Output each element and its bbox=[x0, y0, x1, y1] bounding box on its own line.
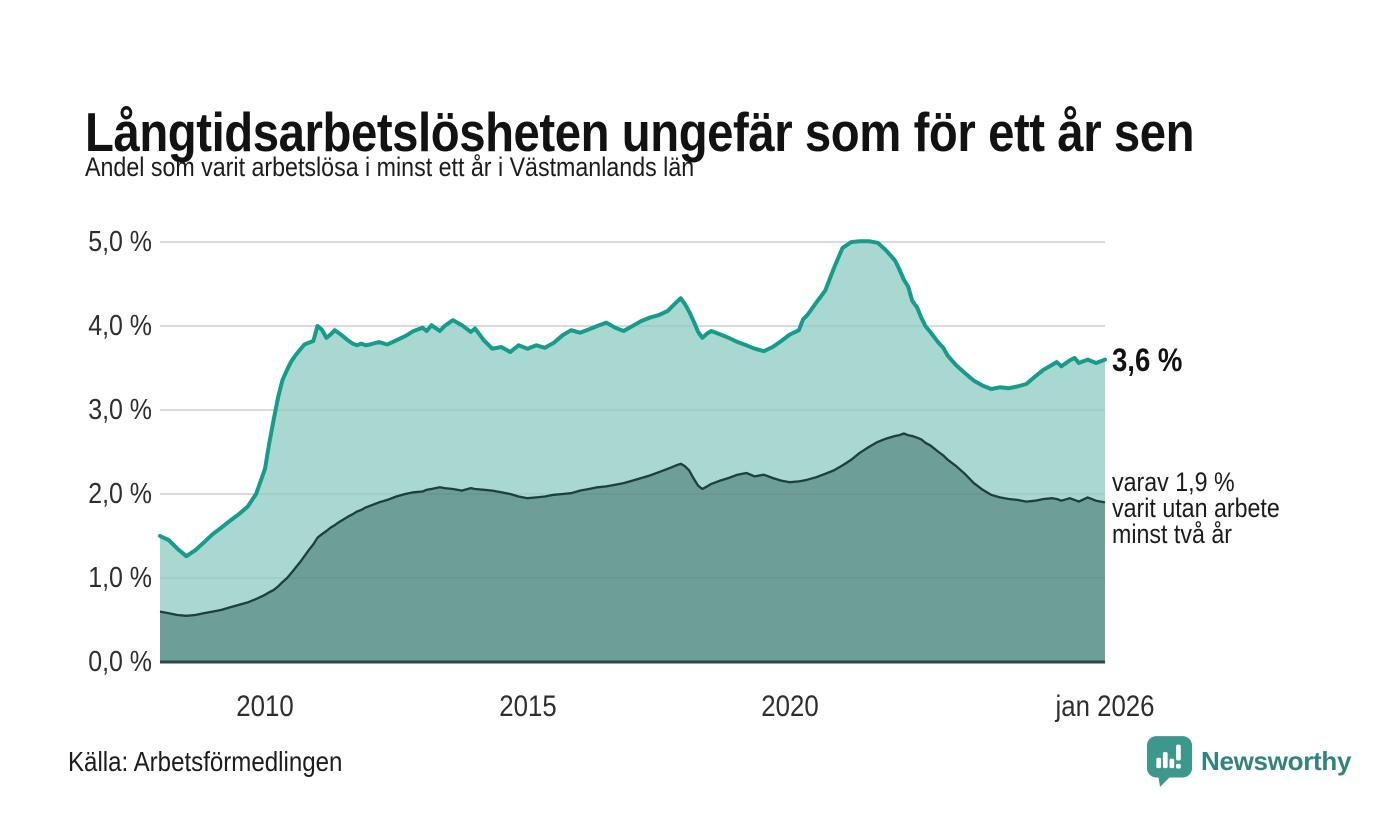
y-tick-label: 0,0 % bbox=[88, 646, 152, 678]
page-title: Långtidsarbetslösheten ungefär som för e… bbox=[85, 100, 1195, 163]
y-tick-label: 2,0 % bbox=[88, 478, 152, 510]
source-note: Källa: Arbetsförmedlingen bbox=[68, 746, 343, 777]
y-tick-label: 1,0 % bbox=[88, 562, 152, 594]
area-two-year bbox=[160, 433, 1105, 662]
x-tick-label: 2020 bbox=[761, 690, 819, 723]
x-tick-label: 2010 bbox=[236, 690, 294, 723]
end-label-total: 3,6 % bbox=[1112, 342, 1183, 378]
newsworthy-logo-text: Newsworthy bbox=[1201, 746, 1352, 776]
end-label-two-year: varav 1,9 % varit utan arbete minst två … bbox=[1112, 467, 1280, 549]
x-tick-label: 2015 bbox=[498, 690, 557, 723]
newsworthy-logo: Newsworthy bbox=[1146, 735, 1351, 788]
page-subtitle: Andel som varit arbetslösa i minst ett å… bbox=[85, 152, 695, 182]
line-total bbox=[158, 239, 1107, 559]
y-tick-label: 4,0 % bbox=[88, 310, 152, 342]
y-tick-label: 5,0 % bbox=[88, 226, 152, 258]
line-two-year bbox=[159, 432, 1106, 617]
y-tick-label: 3,0 % bbox=[88, 394, 152, 426]
newsworthy-logo-icon bbox=[1146, 736, 1193, 787]
x-tick-label: jan 2026 bbox=[1055, 690, 1155, 723]
